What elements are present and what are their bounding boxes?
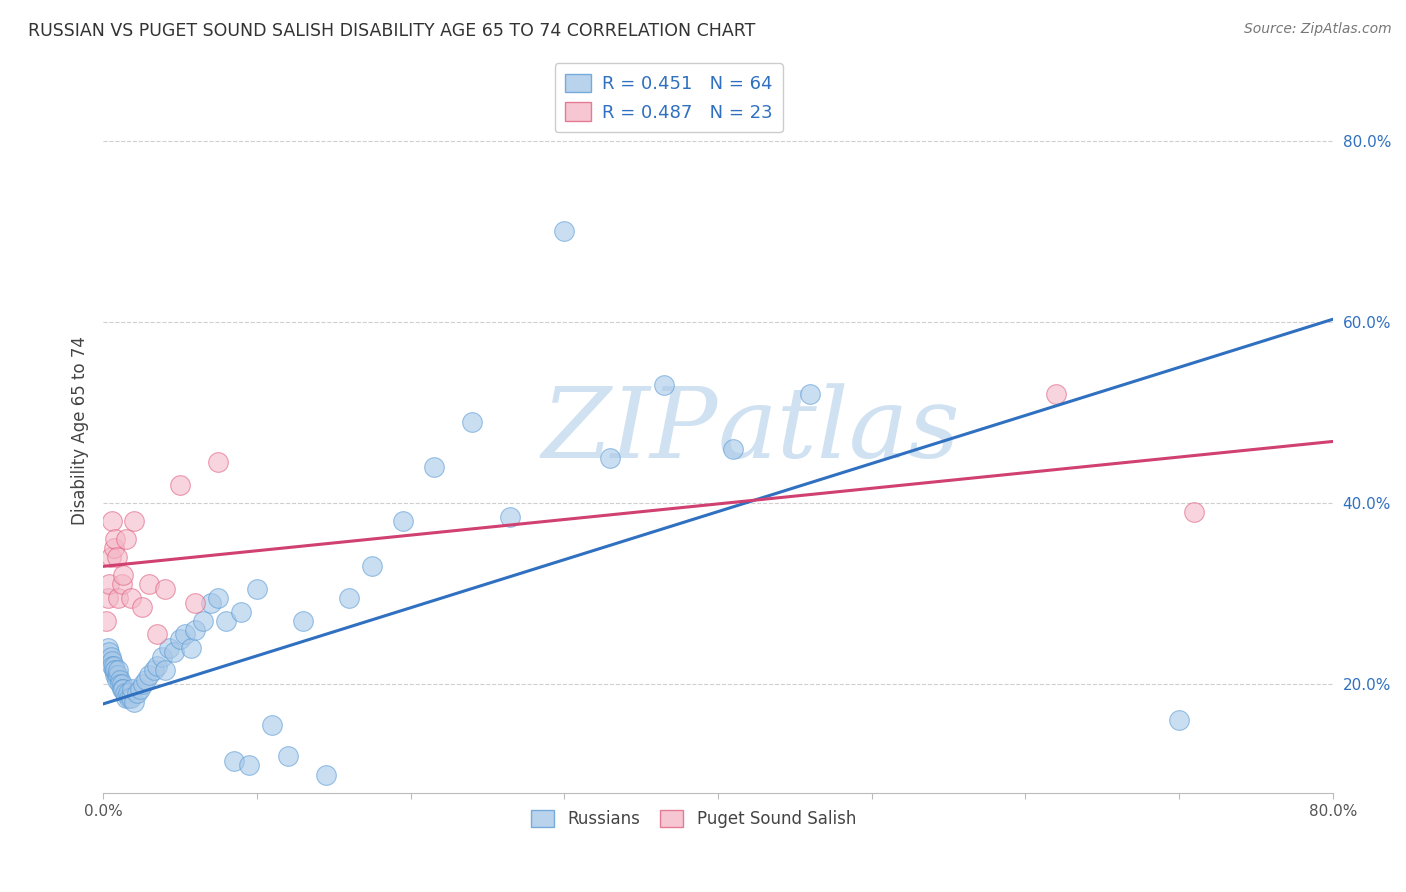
Point [138,577,160,591]
Point [104,668,127,682]
Point [120,591,142,605]
Point [122,695,145,709]
Point [169,478,191,492]
Point [120,690,142,705]
Point [100,649,122,664]
Text: ZIP: ZIP [541,383,718,478]
Point [110,577,132,591]
Point [110,681,132,696]
Point [291,614,314,628]
Point [200,596,222,610]
Point [652,378,675,392]
Point [1184,505,1206,519]
Point [115,532,138,546]
Point [1045,387,1067,401]
Text: Source: ZipAtlas.com: Source: ZipAtlas.com [1244,22,1392,37]
Point [135,673,157,687]
Point [110,677,132,691]
Point [107,591,129,605]
Point [1168,713,1191,727]
Point [132,677,155,691]
Point [157,640,180,655]
Legend: Russians, Puget Sound Salish: Russians, Puget Sound Salish [524,804,863,835]
Point [180,640,202,655]
Point [191,614,214,628]
Point [392,514,415,528]
Point [799,387,821,401]
Point [723,442,745,456]
Point [238,758,260,772]
Point [277,749,299,764]
Point [104,664,127,678]
Point [122,514,145,528]
Point [108,673,131,687]
Point [97,591,120,605]
Point [125,686,148,700]
Point [117,686,139,700]
Point [112,568,135,582]
Point [146,659,169,673]
Point [231,605,253,619]
Point [105,550,128,565]
Point [315,767,337,781]
Point [101,654,124,668]
Point [105,668,128,682]
Point [553,224,575,238]
Point [98,645,121,659]
Point [184,596,207,610]
Point [101,514,124,528]
Point [101,659,124,673]
Point [262,718,284,732]
Point [246,582,269,596]
Point [599,450,621,465]
Point [153,664,176,678]
Point [103,664,125,678]
Point [100,550,122,565]
Point [142,664,165,678]
Point [129,681,152,696]
Point [146,627,169,641]
Point [118,690,141,705]
Point [114,686,136,700]
Point [173,627,195,641]
Point [104,532,127,546]
Point [103,659,125,673]
Point [215,614,238,628]
Point [207,455,229,469]
Point [97,640,120,655]
Point [499,509,522,524]
Point [361,559,384,574]
Point [337,591,360,605]
Point [107,664,129,678]
Point [108,677,131,691]
Point [98,577,121,591]
Point [112,681,135,696]
Point [184,623,207,637]
Point [107,668,129,682]
Point [131,600,153,615]
Point [121,681,143,696]
Text: RUSSIAN VS PUGET SOUND SALISH DISABILITY AGE 65 TO 74 CORRELATION CHART: RUSSIAN VS PUGET SOUND SALISH DISABILITY… [28,22,755,40]
Point [96,614,118,628]
Point [461,415,484,429]
Y-axis label: Disability Age 65 to 74: Disability Age 65 to 74 [72,336,89,525]
Point [422,459,444,474]
Point [207,591,229,605]
Point [115,690,138,705]
Point [169,632,191,646]
Point [153,582,176,596]
Point [222,754,245,768]
Point [105,673,128,687]
Point [138,668,160,682]
Point [163,645,186,659]
Text: atlas: atlas [718,383,960,478]
Point [103,541,125,556]
Point [150,649,173,664]
